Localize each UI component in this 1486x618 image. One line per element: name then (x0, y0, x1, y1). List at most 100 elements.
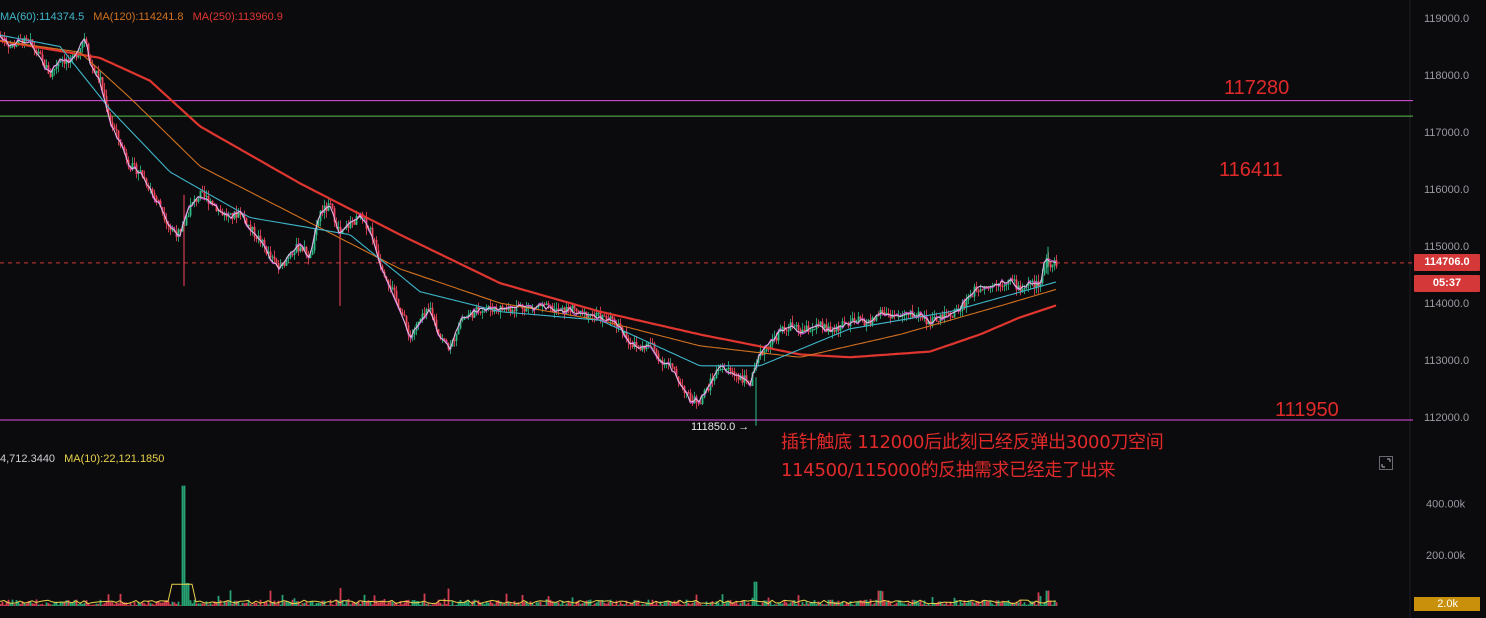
candle-body (89, 55, 92, 64)
price-tick-label: 114000.0 (1424, 298, 1469, 310)
volume-bar (807, 603, 810, 606)
volume-bar (745, 604, 748, 606)
volume-bar (261, 605, 264, 606)
volume-bar (523, 601, 526, 606)
candle-body (139, 170, 142, 172)
volume-bar (99, 599, 102, 606)
candle-body (397, 299, 400, 309)
volume-bar (241, 602, 244, 606)
volume-bar (111, 602, 114, 606)
volume-bar (153, 604, 156, 606)
candle-body (587, 315, 590, 319)
candle-body (839, 325, 842, 331)
candle-body (605, 315, 608, 320)
volume-bar (733, 602, 736, 606)
candle-body (863, 319, 866, 326)
candle-body (805, 325, 808, 332)
volume-bar (351, 602, 354, 606)
volume-bar (41, 603, 44, 606)
candle-body (967, 296, 970, 300)
volume-bar (937, 601, 940, 606)
volume-bar (493, 604, 496, 606)
candle-body (707, 388, 710, 391)
volume-bar (325, 605, 328, 606)
volume-bar (723, 604, 726, 606)
candle-body (903, 314, 906, 316)
candle-body (317, 221, 320, 227)
candle-body (117, 130, 120, 140)
volume-bar (79, 602, 82, 606)
volume-bar (983, 600, 986, 606)
candle-body (145, 178, 148, 186)
volume-bar (423, 593, 426, 606)
candle-body (389, 285, 392, 289)
candle-body (739, 375, 742, 380)
volume-bar (857, 600, 860, 606)
volume-bar (985, 601, 988, 606)
volume-bar (679, 604, 682, 606)
candle-body (529, 307, 532, 309)
candle-body (1005, 284, 1008, 286)
volume-bar (507, 601, 510, 606)
candle-body (719, 369, 722, 371)
volume-bar (17, 601, 20, 606)
volume-bar (583, 602, 586, 606)
volume-bar (1013, 603, 1016, 606)
volume-bar (385, 604, 388, 606)
candle-body (681, 385, 684, 387)
volume-bar (341, 599, 344, 606)
candle-body (941, 314, 944, 319)
volume-bar (199, 603, 202, 606)
candle-body (433, 316, 436, 320)
candle-body (563, 307, 566, 314)
candle-body (829, 326, 832, 332)
volume-bar (461, 603, 464, 606)
volume-bar (175, 603, 178, 606)
volume-bar (13, 604, 16, 606)
candle-body (797, 324, 800, 330)
candle-body (333, 208, 336, 223)
candle-body (267, 251, 270, 254)
volume-bar (155, 601, 158, 606)
candle-body (609, 316, 612, 321)
volume-bar (245, 602, 248, 606)
volume-bar (571, 597, 574, 606)
volume-bar (475, 605, 478, 606)
candle-body (701, 397, 704, 404)
candle-body (765, 347, 768, 352)
candle-body (791, 322, 794, 327)
volume-bar (971, 601, 974, 606)
volume-bar (689, 604, 692, 606)
candle-body (603, 315, 606, 317)
ma120-line (0, 40, 1057, 358)
volume-bar (619, 601, 622, 606)
volume-bar (693, 601, 696, 606)
expand-icon[interactable] (1378, 455, 1394, 471)
candle-body (1011, 278, 1014, 281)
volume-bar (143, 603, 146, 606)
candle-body (247, 224, 250, 226)
volume-bar (869, 599, 872, 606)
volume-bar (1037, 592, 1040, 606)
candle-body (717, 370, 720, 372)
candle-body (811, 329, 814, 332)
volume-bar (61, 602, 64, 606)
candle-body (221, 211, 224, 216)
volume-bar (575, 601, 578, 606)
volume-bar (599, 601, 602, 606)
volume-bar (69, 602, 72, 606)
volume-bar (427, 603, 430, 606)
candle-body (219, 209, 222, 212)
candle-body (41, 54, 44, 60)
volume-bar (709, 603, 712, 606)
volume-bar (291, 599, 294, 606)
candle-body (413, 330, 416, 335)
candle-body (1001, 286, 1004, 288)
volume-bar (1027, 604, 1030, 606)
candle-body (475, 307, 478, 310)
volume-bar (229, 590, 232, 606)
candle-body (509, 307, 512, 313)
volume-bar (519, 604, 522, 606)
candle-body (331, 203, 334, 209)
